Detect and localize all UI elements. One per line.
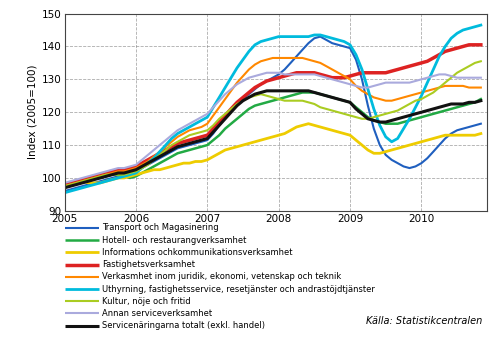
- Text: Kultur, nöje och fritid: Kultur, nöje och fritid: [102, 297, 190, 306]
- Text: Transport och Magasinering: Transport och Magasinering: [102, 223, 219, 232]
- Text: Källa: Statistikcentralen: Källa: Statistikcentralen: [366, 317, 482, 326]
- Text: Uthyrning, fastighetsservice, resetjänster och andrastöjdtjänster: Uthyrning, fastighetsservice, resetjänst…: [102, 285, 375, 293]
- Text: Verkasmhet inom juridik, ekonomi, vetenskap och teknik: Verkasmhet inom juridik, ekonomi, vetens…: [102, 272, 341, 281]
- Text: Informations ochkommunikationsverksamhet: Informations ochkommunikationsverksamhet: [102, 248, 292, 257]
- Text: Annan serviceverksamhet: Annan serviceverksamhet: [102, 309, 212, 318]
- Text: Hotell- och restaurangverksamhet: Hotell- och restaurangverksamhet: [102, 236, 246, 244]
- Text: Fastighetsverksamhet: Fastighetsverksamhet: [102, 260, 195, 269]
- Y-axis label: Index (2005=100): Index (2005=100): [28, 65, 38, 159]
- Text: Servicenäringarna totalt (exkl. handel): Servicenäringarna totalt (exkl. handel): [102, 321, 265, 330]
